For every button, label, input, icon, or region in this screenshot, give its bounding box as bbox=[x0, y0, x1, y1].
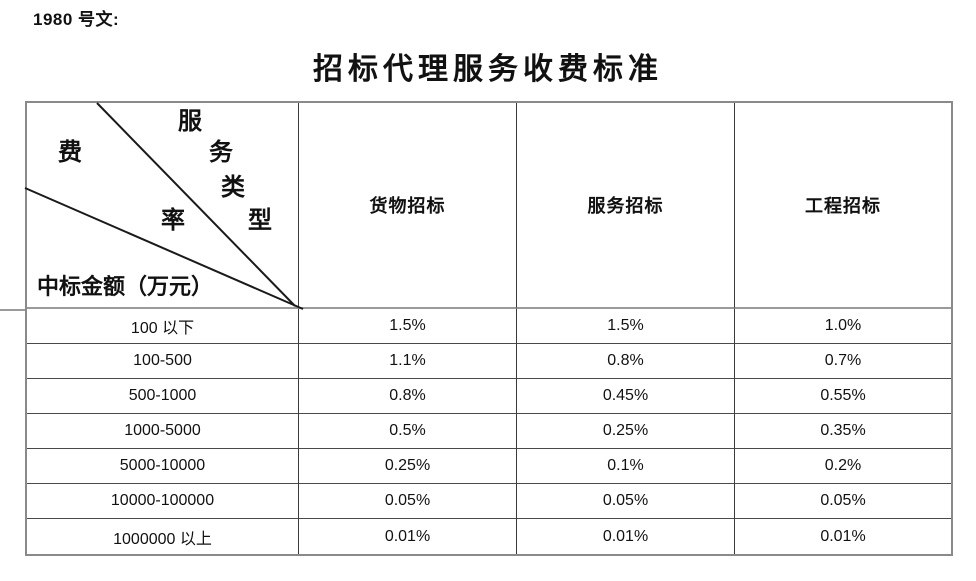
row-label-cell: 100-500 bbox=[27, 344, 299, 379]
rate-cell: 0.5% bbox=[299, 414, 517, 449]
rate-cell: 0.1% bbox=[517, 449, 735, 484]
diagonal-divider-lines bbox=[24, 102, 304, 310]
page-title: 招标代理服务收费标准 bbox=[313, 53, 663, 86]
rate-cell: 0.2% bbox=[735, 449, 951, 484]
corner-fee-char: 费 bbox=[58, 140, 82, 166]
rate-cell: 0.35% bbox=[735, 414, 951, 449]
rate-cell: 0.8% bbox=[299, 379, 517, 414]
rate-cell: 1.1% bbox=[299, 344, 517, 379]
rate-cell: 0.7% bbox=[735, 344, 951, 379]
corner-type-char: 型 bbox=[248, 208, 272, 234]
rate-cell: 1.0% bbox=[735, 309, 951, 344]
row-label-cell: 1000000 以上 bbox=[27, 519, 299, 554]
corner-type-char: 务 bbox=[209, 140, 233, 166]
column-header-works: 工程招标 bbox=[735, 103, 951, 309]
rate-cell: 0.8% bbox=[517, 344, 735, 379]
rate-cell: 0.01% bbox=[299, 519, 517, 554]
rate-cell: 1.5% bbox=[299, 309, 517, 344]
column-header-service: 服务招标 bbox=[517, 103, 735, 309]
corner-fee-char: 率 bbox=[161, 208, 185, 234]
column-header-goods: 货物招标 bbox=[299, 103, 517, 309]
rate-cell: 0.05% bbox=[517, 484, 735, 519]
row-label-cell: 10000-100000 bbox=[27, 484, 299, 519]
rate-cell: 0.25% bbox=[299, 449, 517, 484]
rate-cell: 1.5% bbox=[517, 309, 735, 344]
row-label-cell: 5000-10000 bbox=[27, 449, 299, 484]
corner-header-cell: 费 率 服 务 类 型 中标金额（万元） bbox=[24, 102, 304, 310]
scan-artifact-line bbox=[0, 309, 27, 311]
corner-amount-label: 中标金额（万元） bbox=[37, 274, 214, 299]
rate-cell: 0.01% bbox=[820, 527, 866, 545]
row-label-cell: 500-1000 bbox=[27, 379, 299, 414]
rate-cell: 0.05% bbox=[735, 484, 951, 519]
fee-table: 费 率 服 务 类 型 中标金额（万元） 货物招标 服务招标 工程招标 100 … bbox=[24, 101, 953, 556]
corner-type-char: 服 bbox=[178, 109, 202, 135]
rate-cell: 0.01% bbox=[517, 519, 735, 554]
row-label-cell: 100 以下 bbox=[27, 309, 299, 344]
rate-cell: 0.05% bbox=[299, 484, 517, 519]
rate-cell: 0.55% bbox=[735, 379, 951, 414]
doc-ref-label: 1980 号文: bbox=[33, 10, 120, 29]
row-label-cell: 1000-5000 bbox=[27, 414, 299, 449]
corner-type-char: 类 bbox=[221, 175, 245, 201]
rate-cell: 0.45% bbox=[517, 379, 735, 414]
rate-cell: 0.25% bbox=[517, 414, 735, 449]
